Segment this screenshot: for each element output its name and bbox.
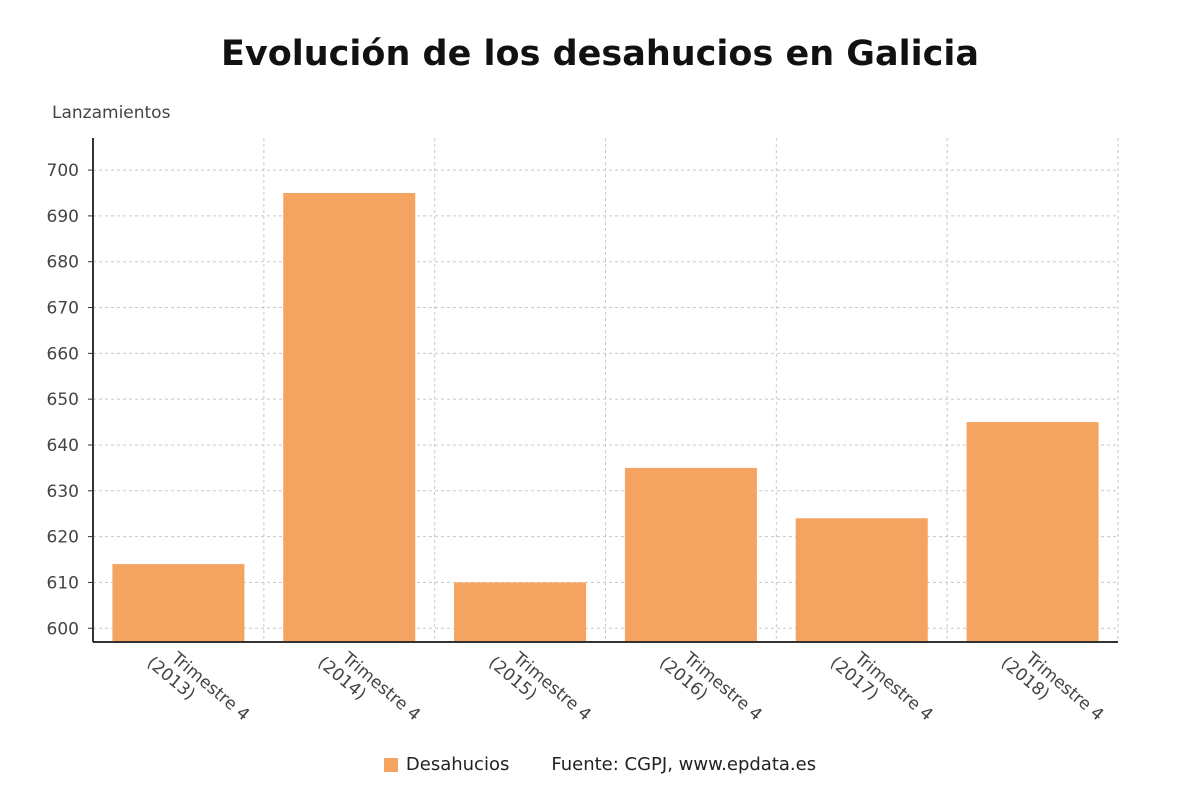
bar — [283, 192, 416, 642]
y-tick-label: 640 — [47, 436, 79, 456]
y-tick-label: 630 — [47, 482, 79, 502]
legend-item-desahucios: Desahucios — [383, 754, 510, 775]
bar — [966, 422, 1099, 642]
y-tick-label: 600 — [47, 619, 79, 639]
source-text: Fuente: CGPJ, www.epdata.es — [551, 754, 817, 775]
legend: Desahucios Fuente: CGPJ, www.epdata.es — [0, 754, 1200, 775]
x-tick-label: Trimestre 4(2017) — [826, 638, 936, 740]
bar — [454, 582, 587, 642]
y-tick-labels: 600 610 620 630 640 650 660 670 680 690 700 — [47, 161, 93, 639]
source-note: Fuente: CGPJ, www.epdata.es — [551, 754, 816, 775]
bars-layer — [112, 192, 1099, 642]
axes-layer — [92, 138, 1118, 643]
x-tick-label: Trimestre 4(2014) — [314, 638, 424, 740]
y-axis-title: Lanzamientos — [52, 103, 171, 123]
y-tick-label: 660 — [47, 344, 79, 364]
bar — [795, 518, 928, 642]
grid-layer — [93, 138, 1119, 642]
x-tick-labels: Trimestre 4(2013) Trimestre 4(2014) Trimes… — [143, 638, 1108, 740]
y-tick-label: 690 — [47, 207, 79, 227]
y-tick-label: 700 — [47, 161, 79, 181]
x-tick-label: Trimestre 4(2013) — [143, 638, 253, 740]
y-tick-label: 670 — [47, 299, 79, 319]
y-tick-label: 650 — [47, 390, 79, 410]
legend-swatch — [383, 757, 398, 772]
y-tick-label: 680 — [47, 253, 79, 273]
bar — [624, 467, 757, 642]
bar — [112, 564, 245, 642]
x-tick-label: Trimestre 4(2016) — [655, 638, 765, 740]
x-tick-label: Trimestre 4(2018) — [997, 638, 1107, 740]
y-tick-label: 620 — [47, 528, 79, 548]
y-tick-label: 610 — [47, 573, 79, 593]
x-tick-label: Trimestre 4(2015) — [484, 638, 594, 740]
chart-title: Evolución de los desahucios en Galicia — [220, 34, 980, 74]
legend-label: Desahucios — [405, 754, 510, 775]
